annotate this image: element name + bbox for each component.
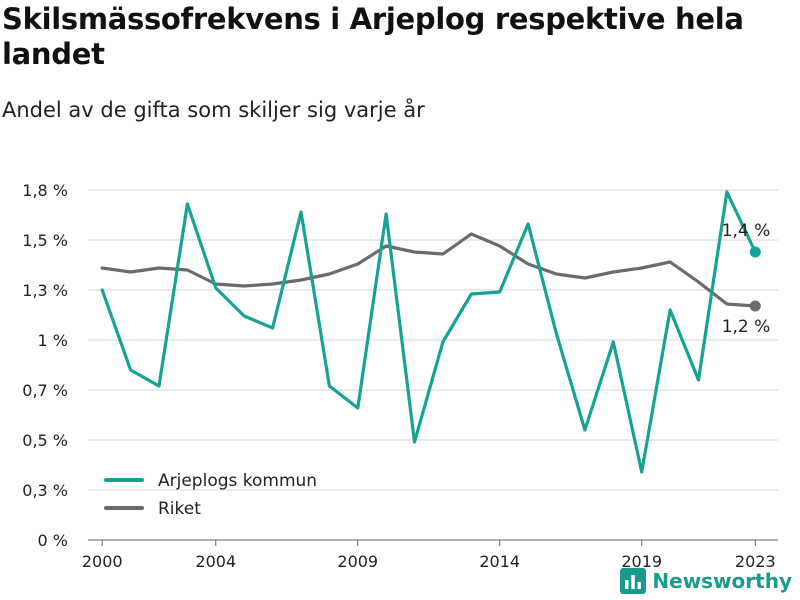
series-line (100, 190, 757, 474)
chart-title: Skilsmässofrekvens i Arjeplog respektive… (2, 2, 744, 71)
legend-label: Riket (158, 499, 201, 519)
x-tick-label: 2009 (337, 552, 378, 571)
end-label-arjeplog: 1,4 % (722, 221, 771, 241)
y-axis-ticks: 0 % 0,3 % 0,5 % 0,7 % 1 % 1,3 % 1,5 % 1,8 % (22, 181, 68, 550)
x-tick-label: 2004 (195, 552, 236, 571)
x-tick-label: 2019 (621, 552, 662, 571)
chart-subtitle: Andel av de gifta som skiljer sig varje … (2, 98, 425, 122)
y-tick-label: 0,7 % (22, 381, 68, 400)
y-tick-label: 1 % (38, 331, 68, 350)
series-end-point (749, 300, 761, 312)
brand-logo: Newsworthy (620, 568, 792, 594)
bar-chart-icon (620, 568, 647, 594)
brand-name: Newsworthy (652, 569, 792, 593)
legend: Arjeplogs kommun Riket (104, 471, 317, 519)
end-label-riket: 1,2 % (722, 317, 771, 337)
series-end-point (749, 246, 761, 258)
y-tick-label: 0,3 % (22, 481, 68, 500)
x-tick-label: 2023 (735, 552, 776, 571)
y-tick-label: 0,5 % (22, 431, 68, 450)
x-tick-label: 2014 (479, 552, 520, 571)
grid-lines (88, 189, 778, 541)
y-tick-label: 1,3 % (22, 281, 68, 300)
y-tick-label: 0 % (38, 531, 68, 550)
series-lines: 1,4 % 1,2 % (100, 190, 771, 474)
y-tick-label: 1,5 % (22, 231, 68, 250)
x-axis: 2000 2004 2009 2014 2019 2023 (82, 540, 776, 571)
y-tick-label: 1,8 % (22, 181, 68, 200)
legend-label: Arjeplogs kommun (158, 471, 317, 491)
series-line (100, 232, 757, 308)
x-tick-label: 2000 (82, 552, 123, 571)
